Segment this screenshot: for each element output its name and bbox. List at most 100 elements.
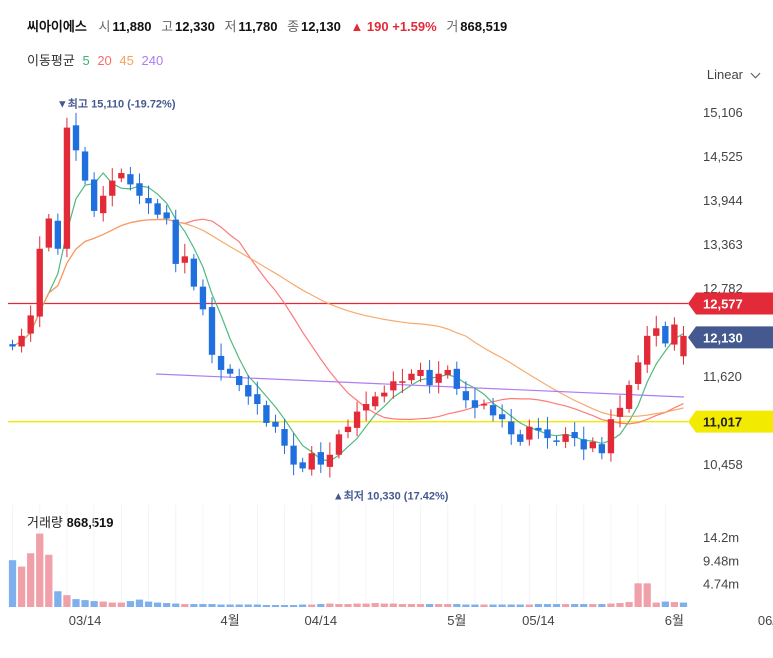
candle-body[interactable] bbox=[598, 444, 606, 454]
candle-body[interactable] bbox=[299, 462, 306, 469]
candle-body[interactable] bbox=[326, 454, 334, 467]
candle-body[interactable] bbox=[680, 335, 687, 357]
candle-body[interactable] bbox=[81, 151, 89, 181]
candle-body[interactable] bbox=[9, 344, 16, 347]
volume-bar[interactable] bbox=[462, 604, 470, 607]
volume-bar[interactable] bbox=[679, 602, 688, 607]
volume-bar[interactable] bbox=[181, 604, 189, 607]
candle-body[interactable] bbox=[571, 432, 578, 439]
volume-bar[interactable] bbox=[580, 604, 588, 607]
volume-bar[interactable] bbox=[435, 604, 443, 607]
candle-body[interactable] bbox=[616, 407, 624, 417]
candle-body[interactable] bbox=[36, 248, 43, 317]
candle-body[interactable] bbox=[453, 368, 460, 389]
candle-body[interactable] bbox=[553, 440, 560, 442]
candle-body[interactable] bbox=[308, 453, 315, 470]
volume-bar[interactable] bbox=[172, 603, 180, 607]
volume-bar[interactable] bbox=[190, 604, 198, 607]
volume-bar[interactable] bbox=[253, 604, 261, 607]
candle-body[interactable] bbox=[145, 198, 152, 204]
candle-body[interactable] bbox=[508, 421, 515, 435]
volume-bar[interactable] bbox=[389, 603, 397, 607]
volume-bar[interactable] bbox=[670, 602, 679, 607]
volume-bar[interactable] bbox=[507, 604, 515, 607]
candle-body[interactable] bbox=[580, 439, 587, 450]
candle-body[interactable] bbox=[317, 452, 324, 465]
volume-bar[interactable] bbox=[598, 604, 606, 607]
candle-body[interactable] bbox=[653, 328, 660, 336]
volume-bar[interactable] bbox=[453, 604, 461, 607]
volume-bar[interactable] bbox=[117, 602, 125, 607]
volume-bar[interactable] bbox=[634, 583, 642, 607]
candle-body[interactable] bbox=[226, 368, 234, 374]
volume-bar[interactable] bbox=[625, 602, 633, 607]
volume-bar[interactable] bbox=[8, 560, 17, 607]
candle-body[interactable] bbox=[517, 434, 524, 442]
candle-body[interactable] bbox=[671, 324, 678, 345]
volume-bar[interactable] bbox=[344, 604, 352, 607]
candle-body[interactable] bbox=[199, 286, 207, 310]
candle-body[interactable] bbox=[245, 385, 252, 397]
volume-bar[interactable] bbox=[81, 600, 89, 607]
volume-bar[interactable] bbox=[217, 604, 225, 607]
candle-body[interactable] bbox=[471, 400, 479, 408]
candle-body[interactable] bbox=[381, 392, 388, 397]
volume-bar[interactable] bbox=[144, 601, 153, 607]
volume-bar[interactable] bbox=[543, 604, 552, 607]
candle-body[interactable] bbox=[90, 179, 98, 211]
volume-bar[interactable] bbox=[299, 604, 307, 607]
volume-bar[interactable] bbox=[335, 604, 343, 607]
volume-bar[interactable] bbox=[208, 604, 216, 607]
volume-bar[interactable] bbox=[589, 604, 597, 607]
candle-body[interactable] bbox=[281, 429, 288, 446]
volume-bar[interactable] bbox=[616, 603, 624, 607]
volume-bar[interactable] bbox=[489, 604, 497, 607]
volume-bar[interactable] bbox=[244, 604, 252, 607]
volume-bar[interactable] bbox=[480, 604, 488, 607]
volume-bar[interactable] bbox=[27, 553, 35, 607]
candle-body[interactable] bbox=[489, 405, 497, 416]
candle-body[interactable] bbox=[163, 212, 170, 219]
volume-bar[interactable] bbox=[108, 602, 116, 607]
volume-bar[interactable] bbox=[643, 583, 651, 607]
volume-bar[interactable] bbox=[571, 604, 579, 607]
volume-bar[interactable] bbox=[661, 601, 669, 607]
candle-body[interactable] bbox=[217, 355, 225, 370]
candle-body[interactable] bbox=[181, 256, 188, 263]
volume-bar[interactable] bbox=[36, 533, 44, 607]
candle-body[interactable] bbox=[72, 125, 80, 151]
volume-bar[interactable] bbox=[126, 601, 135, 607]
candle-body[interactable] bbox=[562, 434, 569, 442]
volume-bar[interactable] bbox=[471, 604, 479, 607]
volume-bar[interactable] bbox=[552, 604, 561, 607]
volume-bar[interactable] bbox=[607, 603, 615, 607]
candle-body[interactable] bbox=[127, 174, 134, 185]
candle-body[interactable] bbox=[353, 411, 361, 428]
candle-body[interactable] bbox=[462, 391, 470, 401]
volume-bar[interactable] bbox=[326, 603, 334, 607]
candle-body[interactable] bbox=[634, 362, 642, 384]
candle-body[interactable] bbox=[45, 218, 52, 248]
volume-bar[interactable] bbox=[425, 604, 434, 607]
candle-body[interactable] bbox=[444, 369, 451, 375]
volume-bar[interactable] bbox=[498, 604, 506, 607]
candle-body[interactable] bbox=[118, 173, 125, 179]
candle-body[interactable] bbox=[136, 183, 143, 196]
candle-body[interactable] bbox=[54, 220, 62, 249]
volume-bar[interactable] bbox=[362, 603, 370, 607]
volume-bar[interactable] bbox=[371, 603, 379, 607]
candle-body[interactable] bbox=[335, 434, 343, 455]
moving-average-legend[interactable]: 이동평균 5 20 45 240 bbox=[27, 50, 167, 69]
candle-body[interactable] bbox=[190, 258, 198, 287]
volume-bar[interactable] bbox=[398, 604, 407, 607]
volume-bar[interactable] bbox=[99, 601, 107, 607]
candle-body[interactable] bbox=[589, 441, 596, 449]
volume-bar[interactable] bbox=[534, 604, 543, 607]
volume-bar[interactable] bbox=[226, 604, 234, 607]
volume-bar[interactable] bbox=[72, 599, 80, 607]
volume-bar[interactable] bbox=[380, 603, 388, 607]
volume-bar[interactable] bbox=[54, 591, 62, 607]
scale-selector[interactable]: Linear bbox=[707, 67, 761, 82]
candle-body[interactable] bbox=[272, 421, 279, 427]
candle-body[interactable] bbox=[290, 445, 297, 465]
